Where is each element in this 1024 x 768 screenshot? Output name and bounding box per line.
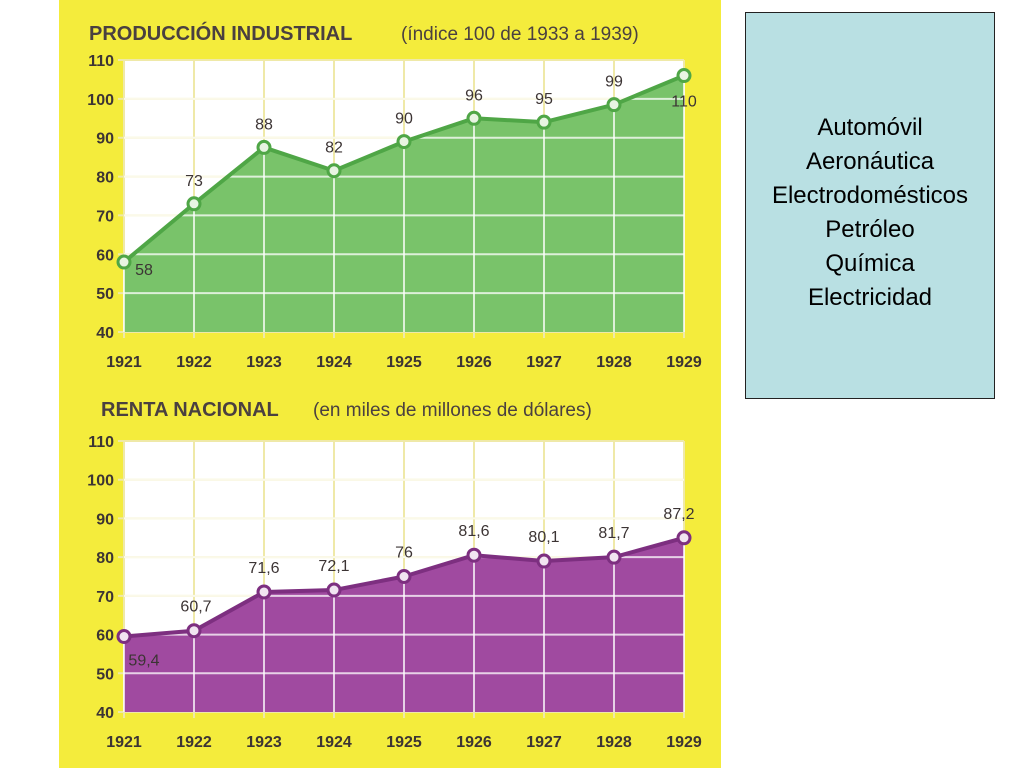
industrial-point-marker	[326, 163, 342, 179]
renta-data-label: 71,6	[248, 560, 279, 577]
industries-box: Automóvil Aeronáutica Electrodomésticos …	[745, 12, 995, 399]
renta-point-marker	[326, 582, 342, 598]
industrial-point-marker	[676, 68, 692, 84]
industrial-y-tick-label: 100	[87, 92, 114, 109]
renta-data-label: 59,4	[128, 653, 159, 670]
renta-point-marker	[536, 553, 552, 569]
renta-y-tick-label: 110	[88, 434, 114, 451]
renta-x-tick-label: 1926	[456, 734, 492, 751]
renta-point-marker	[466, 547, 482, 563]
industrial-y-tick-label: 90	[96, 131, 114, 148]
industrial-x-tick-label: 1923	[246, 354, 282, 371]
chart-panel: PRODUCCIÓN INDUSTRIAL (índice 100 de 1933…	[59, 0, 721, 768]
renta-y-tick-label: 60	[96, 628, 114, 645]
renta-chart-subtitle: (en miles de millones de dólares)	[313, 400, 592, 421]
industrial-data-label: 88	[255, 116, 273, 133]
renta-chart-title: RENTA NACIONAL	[101, 399, 279, 421]
charts-svg: PRODUCCIÓN INDUSTRIAL (índice 100 de 1933…	[87, 21, 702, 751]
industrial-point-marker	[466, 110, 482, 126]
industrial-data-label: 58	[135, 262, 153, 279]
renta-x-tick-label: 1924	[316, 734, 352, 751]
renta-data-label: 60,7	[180, 599, 211, 616]
industrial-x-tick-label: 1926	[456, 354, 492, 371]
industrial-y-tick-label: 40	[96, 325, 114, 342]
industrial-point-marker	[536, 114, 552, 130]
renta-data-label: 81,6	[458, 523, 489, 540]
renta-point-marker	[676, 530, 692, 546]
renta-data-label: 76	[395, 545, 413, 562]
renta-y-tick-label: 40	[96, 705, 114, 722]
industrial-y-tick-label: 50	[96, 286, 114, 303]
industry-item-petroleo: Petróleo	[825, 216, 915, 243]
industrial-y-tick-label: 60	[96, 247, 114, 264]
industrial-point-marker	[396, 134, 412, 150]
industry-item-electricidad: Electricidad	[807, 284, 933, 311]
renta-data-label: 72,1	[318, 558, 349, 575]
renta-chart: RENTA NACIONAL (en miles de millones de d…	[87, 399, 702, 751]
renta-data-label: 80,1	[528, 529, 559, 546]
industrial-point-marker	[116, 254, 132, 270]
industrial-point-marker	[186, 196, 202, 212]
renta-point-marker	[116, 629, 132, 645]
renta-data-label: 81,7	[598, 525, 629, 542]
renta-point-marker	[186, 623, 202, 639]
renta-point-marker	[256, 584, 272, 600]
industrial-chart: PRODUCCIÓN INDUSTRIAL (índice 100 de 1933…	[87, 21, 702, 371]
industrial-data-label: 96	[465, 87, 483, 104]
industrial-x-tick-label: 1927	[526, 354, 562, 371]
industrial-chart-title: PRODUCCIÓN INDUSTRIAL	[89, 21, 352, 45]
renta-point-marker	[396, 569, 412, 584]
industrial-x-tick-label: 1928	[596, 354, 632, 371]
industrial-x-tick-label: 1922	[176, 354, 212, 371]
renta-x-tick-label: 1921	[106, 734, 142, 751]
industrial-x-tick-label: 1925	[386, 354, 422, 371]
industrial-data-label: 73	[185, 173, 203, 190]
renta-y-tick-label: 90	[96, 511, 114, 528]
industrial-x-tick-label: 1921	[106, 354, 142, 371]
industrial-point-marker	[256, 139, 272, 155]
industrial-y-tick-label: 70	[96, 208, 114, 225]
industrial-x-tick-label: 1929	[666, 354, 702, 371]
renta-y-tick-label: 50	[96, 666, 114, 683]
industrial-data-label: 90	[395, 111, 413, 128]
industry-item-aeronautica: Aeronáutica	[805, 148, 935, 175]
industrial-data-label: 99	[605, 74, 623, 91]
renta-x-tick-label: 1922	[176, 734, 212, 751]
industrial-data-label: 110	[671, 94, 697, 111]
industry-item-automovil: Automóvil	[817, 114, 923, 141]
renta-y-tick-label: 70	[96, 589, 114, 606]
industrial-point-marker	[606, 97, 622, 113]
renta-x-tick-label: 1925	[386, 734, 422, 751]
industrial-chart-subtitle: (índice 100 de 1933 a 1939)	[401, 24, 639, 45]
renta-x-tick-label: 1929	[666, 734, 702, 751]
industrial-y-tick-label: 80	[96, 170, 114, 187]
industry-item-quimica: Química	[825, 250, 915, 277]
industrial-data-label: 82	[325, 140, 343, 157]
renta-x-tick-label: 1923	[246, 734, 282, 751]
renta-y-tick-label: 100	[87, 473, 114, 490]
renta-y-tick-label: 80	[96, 550, 114, 567]
industry-item-electrodomesticos: Electrodomésticos	[771, 182, 969, 209]
renta-x-tick-label: 1927	[526, 734, 562, 751]
industrial-data-label: 95	[535, 91, 553, 108]
renta-x-tick-label: 1928	[596, 734, 632, 751]
industrial-y-tick-label: 110	[88, 53, 114, 70]
renta-point-marker	[606, 549, 622, 565]
industrial-x-tick-label: 1924	[316, 354, 352, 371]
renta-data-label: 87,2	[663, 506, 694, 523]
